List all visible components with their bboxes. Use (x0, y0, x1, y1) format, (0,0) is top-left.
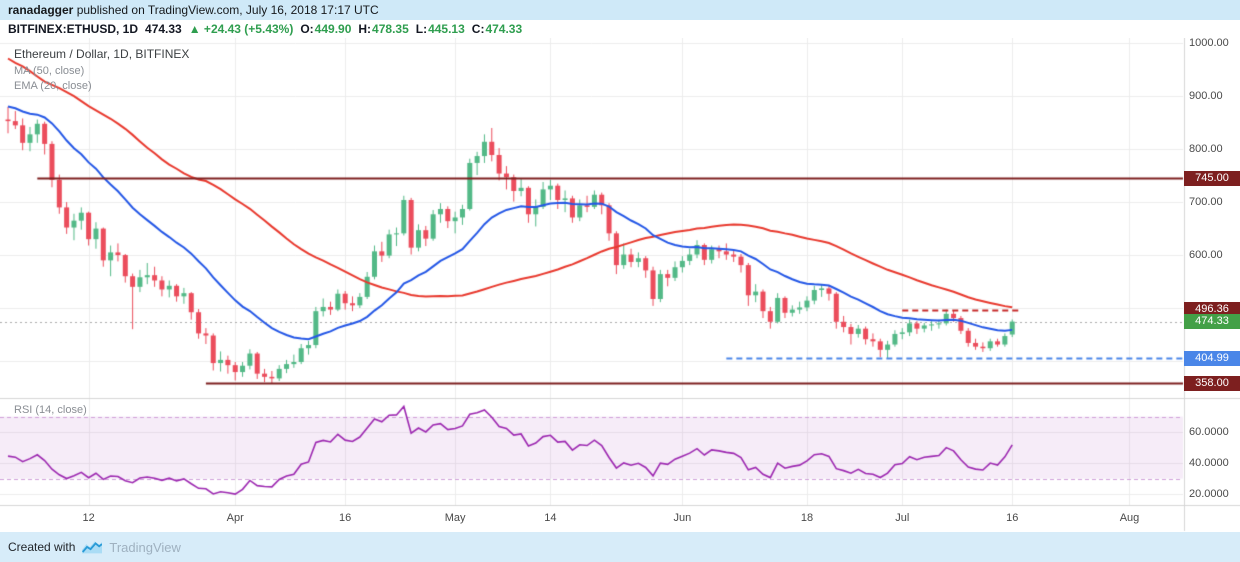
last-price-text: 474.33 (145, 22, 182, 36)
time-axis-label: 16 (1006, 512, 1019, 524)
price-axis-label: 800.00 (1189, 143, 1223, 156)
price-axis-label: 700.00 (1189, 196, 1223, 209)
time-axis-label: May (444, 512, 466, 524)
open-label: O: (300, 22, 314, 36)
time-axis-label: Apr (226, 512, 244, 524)
created-with-text: Created with (8, 540, 76, 554)
symbol-title: BITFINEX:ETHUSD, 1D (8, 22, 139, 36)
legend-symbol-title[interactable]: Ethereum / Dollar, 1D, BITFINEX (14, 47, 190, 61)
time-axis-label: Aug (1119, 512, 1140, 524)
open-value: 449.90 (314, 22, 352, 36)
close-label: C: (471, 22, 485, 36)
time-axis-label: Jul (895, 512, 910, 524)
last-price-label: 474.33 (1184, 314, 1240, 330)
publisher-username[interactable]: ranadagger (8, 3, 74, 17)
high-label: H: (358, 22, 372, 36)
ohlc-low: L: 445.13 (416, 22, 465, 36)
close-value: 474.33 (485, 22, 523, 36)
legend-ema20[interactable]: EMA (20, close) (14, 80, 92, 92)
price-level-label: 358.00 (1184, 375, 1240, 391)
ohlc-open: O: 449.90 (300, 22, 351, 36)
time-axis-label: Jun (673, 512, 692, 524)
time-axis-label: 16 (339, 512, 352, 524)
price-change-text: ▲ +24.43 (+5.43%) (188, 22, 294, 36)
tradingview-logo-icon[interactable] (82, 540, 103, 554)
tradingview-brand-link[interactable]: TradingView (109, 539, 181, 555)
ohlc-close: C: 474.33 (472, 22, 522, 36)
rsi-axis-label: 60.0000 (1189, 426, 1229, 439)
price-axis-label: 900.00 (1189, 90, 1223, 103)
publish-info-text: published on TradingView.com, July 16, 2… (73, 3, 379, 17)
price-axis-label: 600.00 (1189, 249, 1223, 262)
time-axis-label: 14 (544, 512, 557, 524)
publish-bar: ranadagger published on TradingView.com,… (0, 0, 1240, 20)
time-axis-label: 18 (800, 512, 814, 524)
price-level-label: 496.36 (1184, 302, 1240, 318)
ohlc-high: H: 478.35 (358, 22, 408, 36)
chart-legend: Ethereum / Dollar, 1D, BITFINEX MA (50, … (14, 47, 189, 95)
rsi-axis-label: 40.0000 (1189, 457, 1229, 470)
symbol-info-bar: BITFINEX:ETHUSD, 1D 474.33 ▲ +24.43 (+5.… (0, 20, 1240, 38)
price-level-label: 745.00 (1184, 170, 1240, 186)
footer-bar: Created with TradingView (0, 532, 1240, 562)
low-label: L: (415, 22, 428, 36)
time-axis-label: 12 (82, 512, 95, 524)
legend-rsi[interactable]: RSI (14, close) (14, 404, 87, 416)
low-value: 445.13 (428, 22, 465, 36)
price-axis-label: 1000.00 (1189, 37, 1229, 50)
legend-ma50[interactable]: MA (50, close) (14, 65, 85, 77)
price-level-label: 404.99 (1184, 350, 1240, 366)
high-value: 478.35 (372, 22, 409, 36)
rsi-axis-label: 20.0000 (1189, 488, 1229, 501)
